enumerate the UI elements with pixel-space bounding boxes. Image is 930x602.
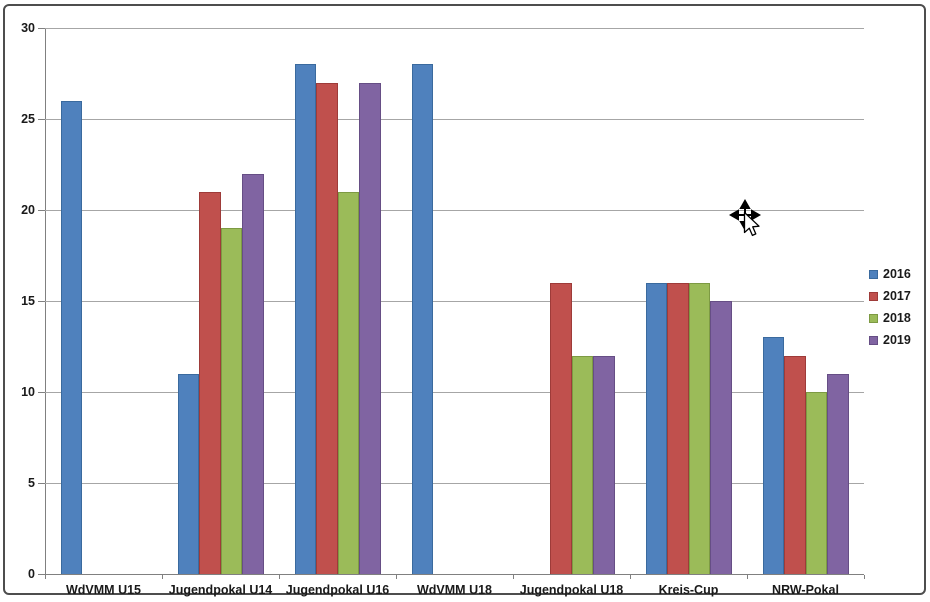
y-tick-30: [38, 28, 45, 29]
y-tick-0: [38, 574, 45, 575]
bar-2018-jugendpokal-u18[interactable]: [571, 355, 593, 574]
y-tick-10: [38, 392, 45, 393]
y-tick-label-25: 25: [21, 112, 35, 126]
category-label-wdvmm-u15: WdVMM U15: [66, 583, 141, 597]
category-label-wdvmm-u18: WdVMM U18: [417, 583, 492, 597]
legend-label-2018: 2018: [883, 311, 911, 325]
category-label-nrw-pokal: NRW-Pokal: [772, 583, 839, 597]
bar-2016-wdvmm-u18[interactable]: [411, 64, 433, 574]
bar-2016-jugendpokal-u14[interactable]: [177, 373, 199, 574]
legend-label-2016: 2016: [883, 267, 911, 281]
gridline-15: [45, 301, 864, 302]
gridline-5: [45, 483, 864, 484]
x-tick-4: [513, 575, 514, 579]
bar-2018-nrw-pokal[interactable]: [805, 392, 827, 574]
chart-frame[interactable]: 0 5 10 15 20 25 30 WdVMM U15 Jugendpokal U14 Jug…: [3, 4, 926, 597]
y-tick-label-20: 20: [21, 203, 35, 217]
y-tick-label-15: 15: [21, 294, 35, 308]
x-tick-0: [45, 575, 46, 579]
x-tick-3: [396, 575, 397, 579]
bar-2017-nrw-pokal[interactable]: [784, 355, 806, 574]
bar-2016-wdvmm-u15[interactable]: [60, 100, 82, 574]
y-tick-label-5: 5: [28, 476, 35, 490]
bar-2017-jugendpokal-u16[interactable]: [316, 82, 338, 574]
y-tick-15: [38, 301, 45, 302]
y-tick-label-30: 30: [21, 21, 35, 35]
legend-swatch-2018: [869, 313, 878, 323]
y-tick-label-10: 10: [21, 385, 35, 399]
gridline-25: [45, 119, 864, 120]
y-tick-label-0: 0: [28, 567, 35, 581]
legend-swatch-2019: [869, 335, 878, 345]
gridline-20: [45, 210, 864, 211]
bar-2017-jugendpokal-u14[interactable]: [199, 191, 221, 574]
bar-2019-kreis-cup[interactable]: [710, 301, 732, 574]
category-label-jugendpokal-u14: Jugendpokal U14: [168, 583, 273, 597]
bar-2019-jugendpokal-u14[interactable]: [242, 173, 264, 574]
x-tick-2: [279, 575, 280, 579]
legend-item-2016[interactable]: 2016: [869, 266, 911, 282]
legend-item-2018[interactable]: 2018: [869, 310, 911, 326]
bar-2019-nrw-pokal[interactable]: [827, 373, 849, 574]
x-tick-7: [864, 575, 865, 579]
legend-label-2017: 2017: [883, 289, 911, 303]
legend-label-2019: 2019: [883, 333, 911, 347]
bar-2017-kreis-cup[interactable]: [667, 282, 689, 574]
y-tick-5: [38, 483, 45, 484]
bar-2018-jugendpokal-u14[interactable]: [220, 228, 242, 574]
legend[interactable]: 2016 2017 2018 2019: [869, 266, 911, 354]
y-tick-25: [38, 119, 45, 120]
legend-item-2019[interactable]: 2019: [869, 332, 911, 348]
legend-swatch-2016: [869, 269, 878, 279]
category-label-jugendpokal-u18: Jugendpokal U18: [519, 583, 624, 597]
legend-item-2017[interactable]: 2017: [869, 288, 911, 304]
bar-2016-kreis-cup[interactable]: [645, 282, 667, 574]
x-tick-1: [162, 575, 163, 579]
x-axis-line: [38, 574, 864, 575]
bar-2019-jugendpokal-u18[interactable]: [593, 355, 615, 574]
category-label-jugendpokal-u16: Jugendpokal U16: [285, 583, 390, 597]
bar-2016-nrw-pokal[interactable]: [762, 337, 784, 574]
bar-2019-jugendpokal-u16[interactable]: [359, 82, 381, 574]
gridline-30: [45, 28, 864, 29]
category-label-kreis-cup: Kreis-Cup: [658, 583, 719, 597]
x-tick-6: [747, 575, 748, 579]
bar-2017-jugendpokal-u18[interactable]: [550, 282, 572, 574]
bar-2016-jugendpokal-u16[interactable]: [294, 64, 316, 574]
legend-swatch-2017: [869, 291, 878, 301]
plot-area: [45, 28, 864, 574]
bar-2018-jugendpokal-u16[interactable]: [337, 191, 359, 574]
gridline-10: [45, 392, 864, 393]
y-tick-20: [38, 210, 45, 211]
bar-2018-kreis-cup[interactable]: [688, 282, 710, 574]
x-tick-5: [630, 575, 631, 579]
